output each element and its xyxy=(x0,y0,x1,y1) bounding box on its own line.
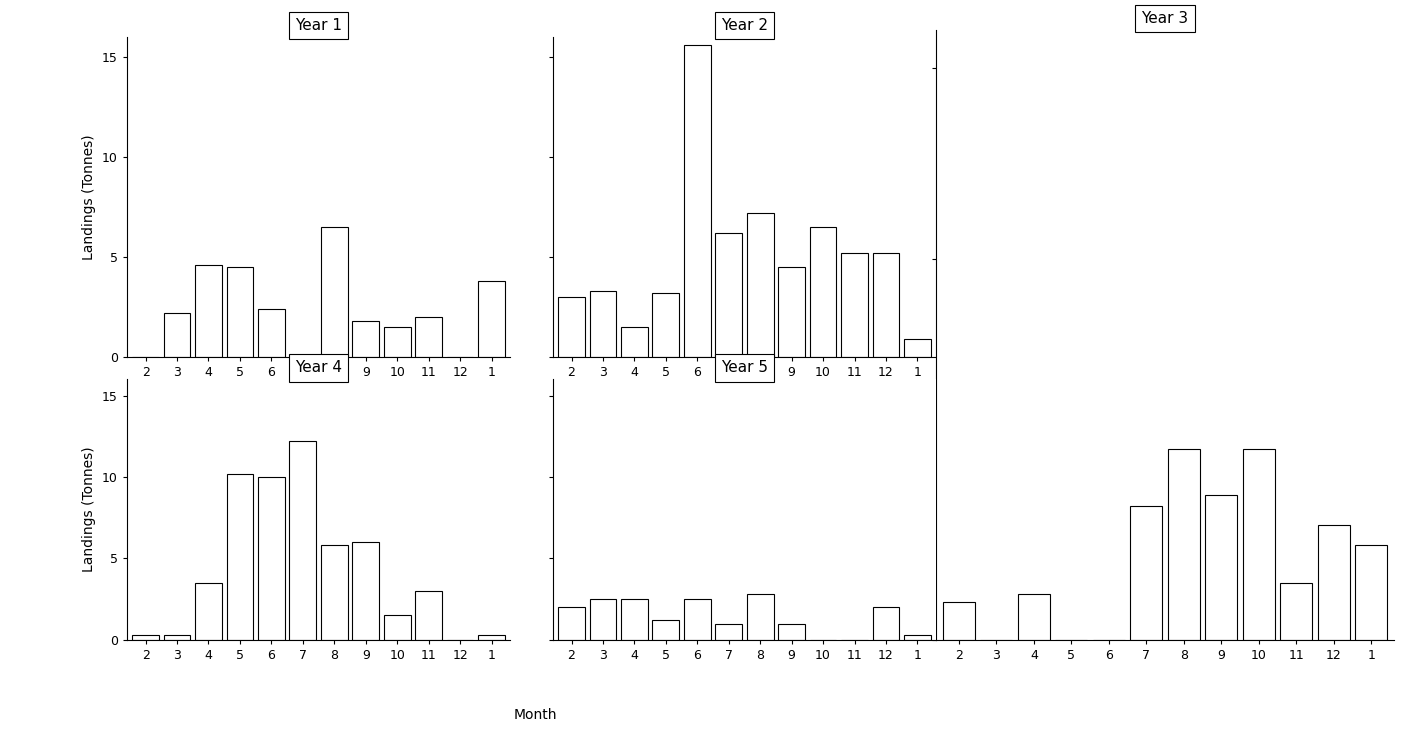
Bar xyxy=(943,602,974,640)
Bar xyxy=(590,291,617,357)
Bar xyxy=(352,542,379,640)
Bar xyxy=(258,310,284,357)
Bar xyxy=(1167,449,1200,640)
Bar xyxy=(415,317,442,357)
Bar xyxy=(1243,449,1274,640)
Y-axis label: Landings (Tonnes): Landings (Tonnes) xyxy=(82,135,96,260)
Title: Year 3: Year 3 xyxy=(1142,11,1188,26)
Bar xyxy=(841,253,867,357)
Bar xyxy=(684,45,711,357)
Text: Month: Month xyxy=(514,708,556,722)
Title: Year 4: Year 4 xyxy=(296,361,342,376)
Bar xyxy=(163,635,190,640)
Bar xyxy=(321,227,348,357)
Title: Year 1: Year 1 xyxy=(296,19,342,33)
Bar xyxy=(558,607,584,640)
Bar xyxy=(321,545,348,640)
Bar xyxy=(746,594,773,640)
Bar xyxy=(652,293,679,357)
Bar xyxy=(621,599,648,640)
Bar xyxy=(415,591,442,640)
Y-axis label: Landings (Tonnes): Landings (Tonnes) xyxy=(82,447,96,572)
Bar xyxy=(1280,583,1312,640)
Bar xyxy=(196,265,222,357)
Bar xyxy=(163,313,190,357)
Bar xyxy=(1131,507,1163,640)
Bar xyxy=(132,635,159,640)
Title: Year 2: Year 2 xyxy=(721,19,767,33)
Bar xyxy=(227,474,253,640)
Bar xyxy=(810,227,836,357)
Bar xyxy=(290,441,317,640)
Bar xyxy=(715,623,742,640)
Bar xyxy=(558,297,584,357)
Bar xyxy=(479,635,505,640)
Bar xyxy=(873,607,900,640)
Bar xyxy=(227,267,253,357)
Bar xyxy=(258,477,284,640)
Bar xyxy=(873,253,900,357)
Bar xyxy=(590,599,617,640)
Bar xyxy=(384,615,411,640)
Bar xyxy=(746,213,773,357)
Bar xyxy=(904,635,931,640)
Bar xyxy=(652,620,679,640)
Bar xyxy=(779,623,805,640)
Bar xyxy=(479,281,505,357)
Title: Year 5: Year 5 xyxy=(721,361,767,376)
Bar xyxy=(1205,495,1238,640)
Bar xyxy=(196,583,222,640)
Bar xyxy=(1318,525,1350,640)
Bar xyxy=(384,327,411,357)
Bar xyxy=(904,339,931,357)
Bar xyxy=(1018,594,1050,640)
Bar xyxy=(779,267,805,357)
Bar xyxy=(715,233,742,357)
Bar xyxy=(684,599,711,640)
Bar xyxy=(1356,545,1387,640)
Bar xyxy=(352,321,379,357)
Bar xyxy=(621,327,648,357)
